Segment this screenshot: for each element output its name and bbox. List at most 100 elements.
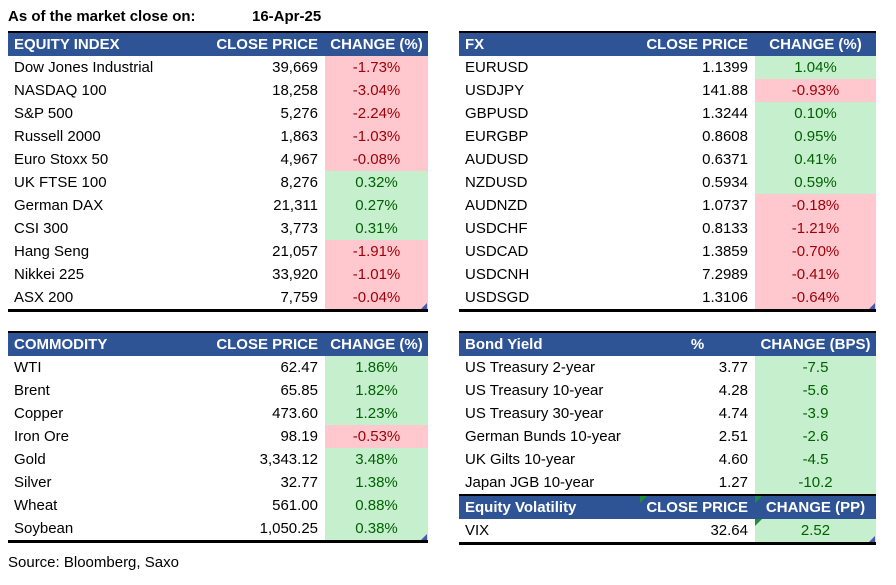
instrument-name: Copper bbox=[14, 405, 64, 422]
table-row[interactable]: USDCHF 0.8133 -1.21% bbox=[459, 217, 876, 240]
table-row[interactable]: US Treasury 2-year 3.77 -7.5 bbox=[459, 356, 876, 379]
table-row[interactable]: ASX 200 7,759 -0.04% bbox=[8, 286, 428, 309]
close-price: 0.6371 bbox=[702, 151, 748, 168]
table-row[interactable]: US Treasury 30-year 4.74 -3.9 bbox=[459, 402, 876, 425]
change-cell: -1.91% bbox=[325, 240, 428, 263]
change-cell: 0.32% bbox=[325, 171, 428, 194]
change-cell: -5.6 bbox=[755, 379, 876, 402]
table-row[interactable]: GBPUSD 1.3244 0.10% bbox=[459, 102, 876, 125]
table-row[interactable]: Copper 473.60 1.23% bbox=[8, 402, 428, 425]
table-row[interactable]: Hang Seng 21,057 -1.91% bbox=[8, 240, 428, 263]
instrument-name: GBPUSD bbox=[465, 105, 529, 122]
change-header: CHANGE (BPS) bbox=[760, 336, 871, 353]
close-price: 32.64 bbox=[710, 522, 748, 539]
green-corner-flag-icon bbox=[755, 496, 762, 503]
green-corner-flag-icon bbox=[755, 519, 762, 526]
change-value: 1.38% bbox=[355, 474, 398, 491]
close-price: 0.5934 bbox=[702, 174, 748, 191]
table-row[interactable]: Dow Jones Industrial 39,669 -1.73% bbox=[8, 56, 428, 79]
yield-value: 2.51 bbox=[718, 428, 748, 445]
blue-corner-flag-icon bbox=[869, 303, 875, 309]
change-cell: 1.04% bbox=[755, 56, 876, 79]
close-price: 5,276 bbox=[280, 105, 318, 122]
close-price: 8,276 bbox=[280, 174, 318, 191]
source-note: Source: Bloomberg, Saxo bbox=[8, 554, 179, 571]
close-price-header-label: CLOSE PRICE bbox=[646, 499, 748, 516]
yield-value: 4.60 bbox=[718, 451, 748, 468]
close-price: 141.88 bbox=[702, 82, 748, 99]
change-value: -0.08% bbox=[352, 151, 401, 168]
table-row[interactable]: UK FTSE 100 8,276 0.32% bbox=[8, 171, 428, 194]
table-row[interactable]: Russell 2000 1,863 -1.03% bbox=[8, 125, 428, 148]
change-value: 0.38% bbox=[355, 520, 398, 537]
table-row[interactable]: UK Gilts 10-year 4.60 -4.5 bbox=[459, 448, 876, 471]
table-row[interactable]: CSI 300 3,773 0.31% bbox=[8, 217, 428, 240]
table-row[interactable]: Euro Stoxx 50 4,967 -0.08% bbox=[8, 148, 428, 171]
table-row[interactable]: EURGBP 0.8608 0.95% bbox=[459, 125, 876, 148]
change-value: 0.88% bbox=[355, 497, 398, 514]
change-value: -4.5 bbox=[802, 451, 829, 468]
change-header: CHANGE (%) bbox=[769, 36, 862, 53]
change-value: 1.82% bbox=[355, 382, 398, 399]
change-value: -3.04% bbox=[352, 82, 401, 99]
close-price: 21,311 bbox=[273, 197, 318, 214]
change-value: -0.53% bbox=[352, 428, 401, 445]
instrument-name: UK FTSE 100 bbox=[14, 174, 107, 191]
table-row[interactable]: Wheat 561.00 0.88% bbox=[8, 494, 428, 517]
change-cell: -4.5 bbox=[755, 448, 876, 471]
change-cell: -10.2 bbox=[755, 471, 876, 494]
table-row[interactable]: Nikkei 225 33,920 -1.01% bbox=[8, 263, 428, 286]
close-price: 98.19 bbox=[280, 428, 318, 445]
instrument-name: USDCNH bbox=[465, 266, 530, 283]
close-price: 473.60 bbox=[272, 405, 318, 422]
instrument-name: WTI bbox=[14, 359, 42, 376]
table-row[interactable]: US Treasury 10-year 4.28 -5.6 bbox=[459, 379, 876, 402]
as-of-date: 16-Apr-25 bbox=[252, 8, 322, 25]
equity-volatility-table: Equity Volatility CLOSE PRICE CHANGE (PP… bbox=[459, 496, 876, 545]
change-cell: 0.31% bbox=[325, 217, 428, 240]
close-price-header: CLOSE PRICE bbox=[216, 336, 318, 353]
instrument-name: Gold bbox=[14, 451, 46, 468]
table-row[interactable]: AUDNZD 1.0737 -0.18% bbox=[459, 194, 876, 217]
table-row[interactable]: USDSGD 1.3106 -0.64% bbox=[459, 286, 876, 309]
table-row[interactable]: USDJPY 141.88 -0.93% bbox=[459, 79, 876, 102]
blue-corner-flag-icon bbox=[421, 534, 427, 540]
table-row[interactable]: Gold 3,343.12 3.48% bbox=[8, 448, 428, 471]
instrument-name: Silver bbox=[14, 474, 52, 491]
table-row[interactable]: USDCAD 1.3859 -0.70% bbox=[459, 240, 876, 263]
close-price: 18,258 bbox=[272, 82, 318, 99]
table-row[interactable]: German DAX 21,311 0.27% bbox=[8, 194, 428, 217]
change-value: 0.27% bbox=[355, 197, 398, 214]
table-row[interactable]: NZDUSD 0.5934 0.59% bbox=[459, 171, 876, 194]
close-price-header: CLOSE PRICE bbox=[216, 36, 318, 53]
table-row[interactable]: VIX 32.64 2.52 bbox=[459, 519, 876, 542]
table-row[interactable]: Silver 32.77 1.38% bbox=[8, 471, 428, 494]
table-row[interactable]: Japan JGB 10-year 1.27 -10.2 bbox=[459, 471, 876, 494]
instrument-name: Dow Jones Industrial bbox=[14, 59, 154, 76]
change-cell: -1.73% bbox=[325, 56, 428, 79]
close-price: 1.3859 bbox=[702, 243, 748, 260]
table-row[interactable]: S&P 500 5,276 -2.24% bbox=[8, 102, 428, 125]
table-row[interactable]: WTI 62.47 1.86% bbox=[8, 356, 428, 379]
close-price: 4,967 bbox=[280, 151, 318, 168]
yield-value: 4.74 bbox=[718, 405, 748, 422]
table-row[interactable]: Brent 65.85 1.82% bbox=[8, 379, 428, 402]
table-row[interactable]: Iron Ore 98.19 -0.53% bbox=[8, 425, 428, 448]
change-cell: -3.04% bbox=[325, 79, 428, 102]
change-cell: 0.41% bbox=[755, 148, 876, 171]
close-price: 1,050.25 bbox=[259, 520, 318, 537]
table-row[interactable]: Soybean 1,050.25 0.38% bbox=[8, 517, 428, 540]
instrument-name: VIX bbox=[465, 522, 490, 539]
table-row[interactable]: German Bunds 10-year 2.51 -2.6 bbox=[459, 425, 876, 448]
change-cell: -1.03% bbox=[325, 125, 428, 148]
change-value: 0.95% bbox=[794, 128, 837, 145]
change-cell: 2.52 bbox=[755, 519, 876, 542]
table-row[interactable]: NASDAQ 100 18,258 -3.04% bbox=[8, 79, 428, 102]
instrument-name: AUDUSD bbox=[465, 151, 529, 168]
change-cell: -0.08% bbox=[325, 148, 428, 171]
table-row[interactable]: USDCNH 7.2989 -0.41% bbox=[459, 263, 876, 286]
table-row[interactable]: AUDUSD 0.6371 0.41% bbox=[459, 148, 876, 171]
table-row[interactable]: EURUSD 1.1399 1.04% bbox=[459, 56, 876, 79]
close-price: 62.47 bbox=[280, 359, 318, 376]
change-value: -1.73% bbox=[352, 59, 401, 76]
